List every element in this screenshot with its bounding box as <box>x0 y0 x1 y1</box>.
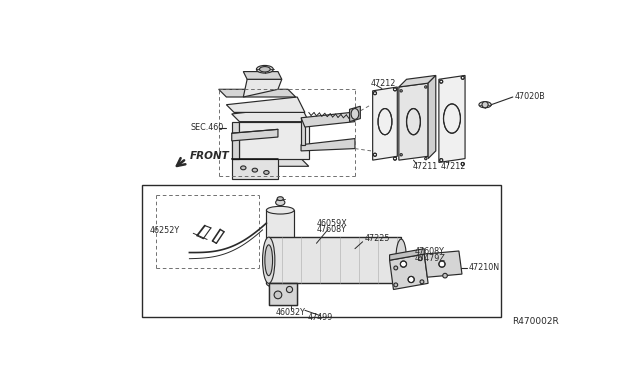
Ellipse shape <box>439 261 445 267</box>
Ellipse shape <box>479 102 492 108</box>
Ellipse shape <box>400 154 403 156</box>
Ellipse shape <box>444 104 460 133</box>
Polygon shape <box>232 106 308 122</box>
Polygon shape <box>301 139 355 151</box>
Ellipse shape <box>461 76 464 79</box>
Ellipse shape <box>420 280 424 284</box>
Ellipse shape <box>277 197 284 201</box>
Polygon shape <box>266 210 294 283</box>
Text: 47608Y: 47608Y <box>316 225 346 234</box>
Ellipse shape <box>482 102 488 108</box>
Polygon shape <box>243 79 282 97</box>
Polygon shape <box>269 283 297 305</box>
Ellipse shape <box>373 92 376 95</box>
Polygon shape <box>424 251 462 277</box>
Polygon shape <box>301 112 355 127</box>
Ellipse shape <box>252 168 257 172</box>
Polygon shape <box>439 76 465 163</box>
Polygon shape <box>399 83 428 160</box>
Text: 47608Y: 47608Y <box>414 247 444 256</box>
Text: 46059X: 46059X <box>316 219 347 228</box>
Text: 47499: 47499 <box>308 314 333 323</box>
Ellipse shape <box>373 153 376 156</box>
Polygon shape <box>227 97 305 112</box>
Polygon shape <box>390 249 424 260</box>
Ellipse shape <box>265 245 273 276</box>
Ellipse shape <box>241 166 246 170</box>
Polygon shape <box>428 76 436 158</box>
Polygon shape <box>372 87 397 160</box>
Text: 47210N: 47210N <box>468 263 499 272</box>
Polygon shape <box>243 71 282 79</box>
Text: 47212: 47212 <box>440 162 466 171</box>
Ellipse shape <box>394 88 397 91</box>
Ellipse shape <box>400 90 403 92</box>
Polygon shape <box>219 89 296 97</box>
Ellipse shape <box>461 163 464 166</box>
Ellipse shape <box>401 261 406 267</box>
Ellipse shape <box>424 157 427 160</box>
Polygon shape <box>301 118 305 145</box>
Ellipse shape <box>440 80 443 83</box>
Ellipse shape <box>276 199 285 206</box>
Text: 46252Y: 46252Y <box>149 227 179 235</box>
Polygon shape <box>269 283 297 305</box>
Ellipse shape <box>440 158 443 162</box>
Ellipse shape <box>266 279 294 288</box>
Ellipse shape <box>419 257 422 261</box>
Ellipse shape <box>274 291 282 299</box>
Ellipse shape <box>394 266 397 270</box>
Text: 46032Y: 46032Y <box>276 308 306 317</box>
Text: R470002R: R470002R <box>512 317 559 326</box>
Text: SEC.460: SEC.460 <box>191 123 224 132</box>
Text: 47225: 47225 <box>365 234 390 243</box>
Ellipse shape <box>396 239 406 281</box>
Ellipse shape <box>257 65 273 73</box>
Ellipse shape <box>424 86 427 88</box>
Polygon shape <box>399 76 436 87</box>
Ellipse shape <box>259 67 270 72</box>
Ellipse shape <box>378 109 392 135</box>
Polygon shape <box>349 106 360 122</box>
Text: 47020B: 47020B <box>515 92 545 101</box>
Polygon shape <box>232 158 308 166</box>
Ellipse shape <box>394 157 397 160</box>
Ellipse shape <box>351 109 359 119</box>
Text: 47479Z: 47479Z <box>414 254 445 263</box>
Ellipse shape <box>262 237 275 283</box>
Polygon shape <box>239 122 308 158</box>
Bar <box>141 185 501 317</box>
Polygon shape <box>232 158 278 179</box>
Text: 47212: 47212 <box>371 78 396 88</box>
Ellipse shape <box>394 283 397 287</box>
Polygon shape <box>232 137 239 158</box>
Ellipse shape <box>264 170 269 174</box>
Polygon shape <box>269 237 401 283</box>
Ellipse shape <box>406 109 420 135</box>
Text: FRONT: FRONT <box>189 151 229 161</box>
Ellipse shape <box>408 276 414 283</box>
Ellipse shape <box>443 273 447 278</box>
Polygon shape <box>232 122 239 158</box>
Text: 47211: 47211 <box>413 162 438 171</box>
Polygon shape <box>232 129 278 141</box>
Ellipse shape <box>266 206 294 214</box>
Polygon shape <box>390 254 428 289</box>
Ellipse shape <box>287 286 292 293</box>
